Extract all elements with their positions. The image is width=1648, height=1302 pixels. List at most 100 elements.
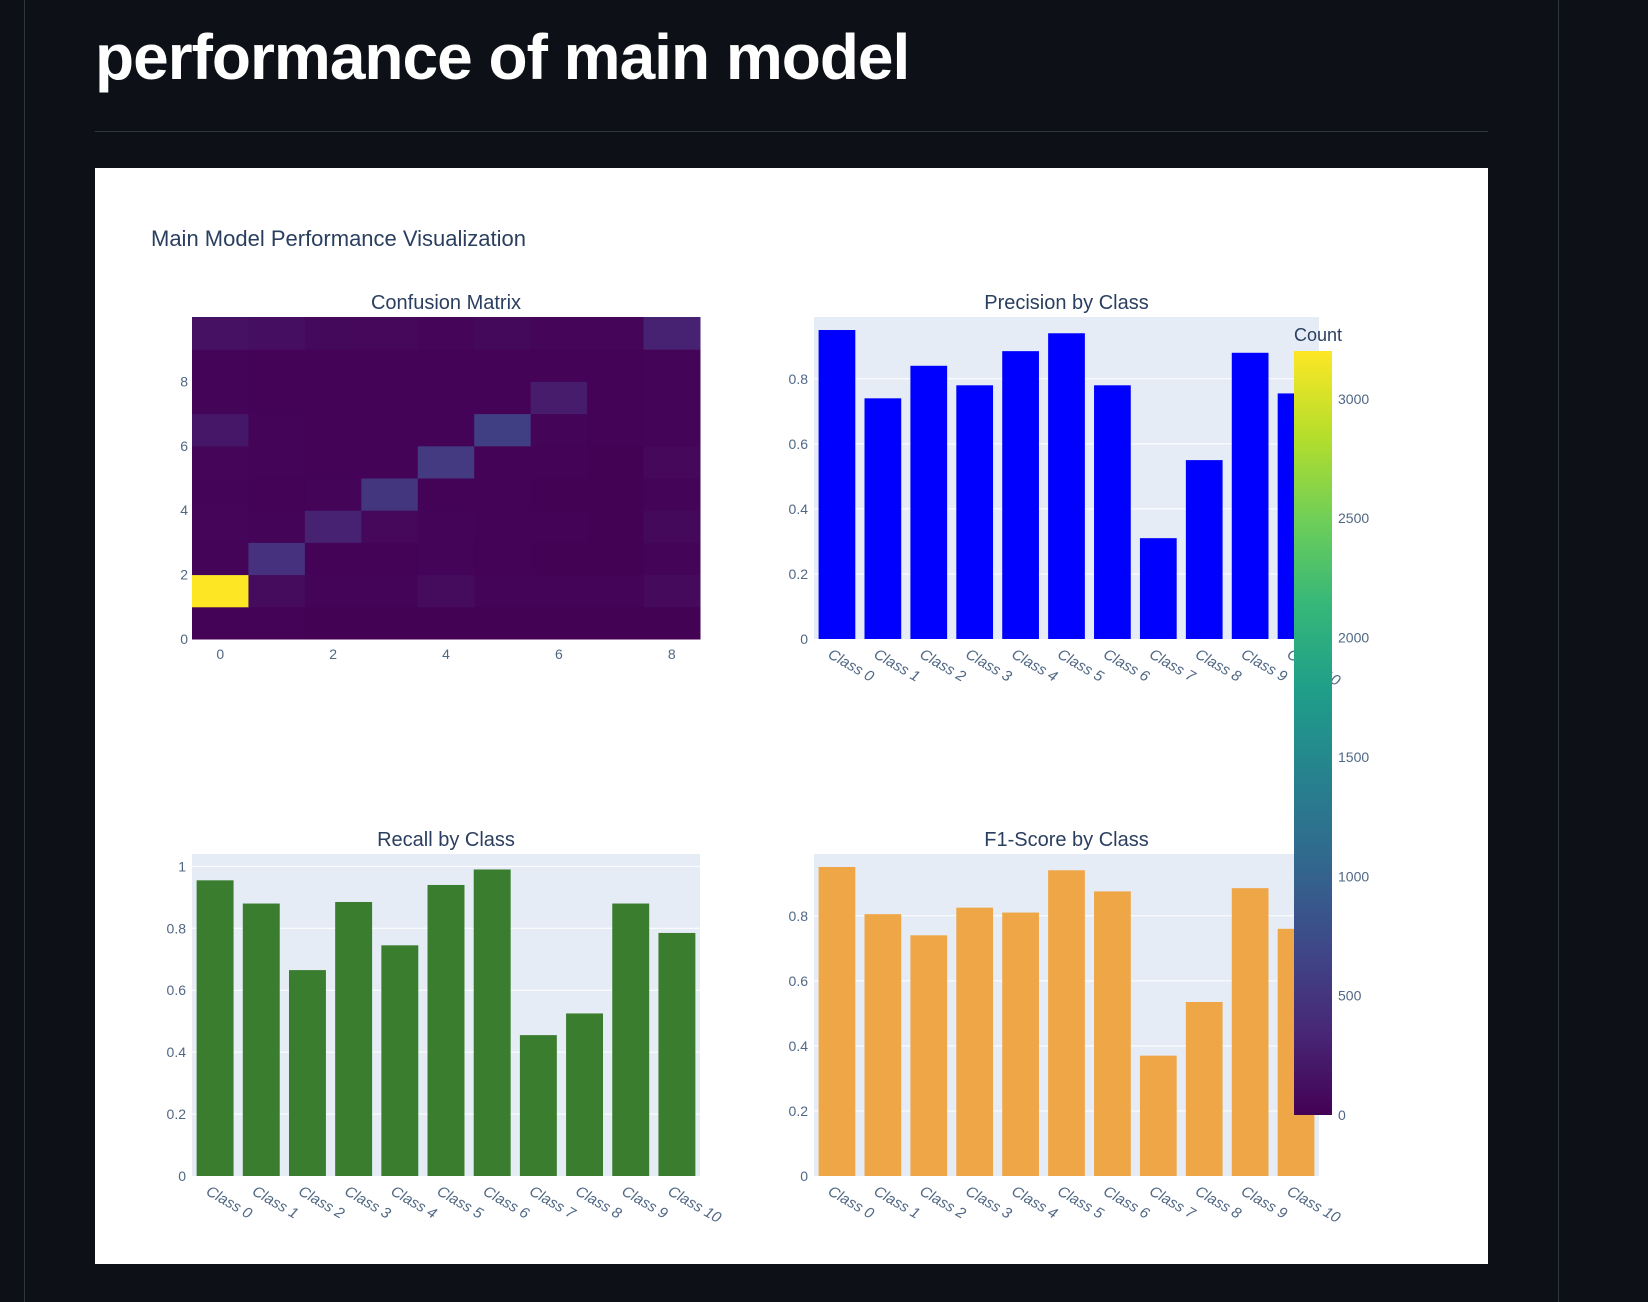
bar-precision [1185,460,1223,639]
x-category-label: Class 7 [1146,646,1198,686]
bar-recall [288,970,326,1176]
frame-border-left [24,0,25,1302]
y-tick-label: 0.6 [789,436,809,452]
heatmap-cell [474,574,532,608]
y-tick-label: 8 [180,373,188,389]
bar-f1 [1048,870,1085,1176]
bar-f1 [1094,891,1131,1176]
bar-recall [427,884,465,1176]
bar-precision [1231,352,1269,639]
heatmap-cell [361,574,419,608]
heading-divider [95,131,1488,132]
heatmap-cell [417,381,475,415]
heatmap-cell [417,510,475,543]
heatmap-cell [304,542,362,576]
y-tick-label: 0.2 [789,1103,809,1119]
heatmap-cell [248,510,306,543]
heatmap-cell [643,445,701,479]
colorbar-tick-label: 2000 [1338,630,1369,646]
heatmap-cell [643,349,701,382]
page-heading: performance of main model [95,21,910,93]
heatmap-cell [587,445,645,479]
heatmap-cell [587,510,645,543]
x-category-label: Class 1 [871,1183,923,1223]
heatmap-cell [643,510,701,543]
bar-f1 [1185,1001,1223,1176]
heatmap-cell [587,478,645,511]
colorbar-tick-label: 1500 [1338,749,1369,765]
heatmap-cell [587,317,645,350]
heatmap-cell [417,478,475,511]
x-category-label: Class 7 [1146,1183,1198,1223]
x-tick-label: 6 [555,646,563,662]
x-category-label: Class 3 [963,1183,1015,1223]
bar-recall [242,903,280,1176]
heatmap-cell [530,349,588,382]
x-category-label: Class 9 [1238,1183,1290,1223]
heatmap-cell [304,606,362,640]
heatmap-cell [361,349,419,382]
x-category-label: Class 5 [434,1183,486,1223]
heatmap-cell [304,381,362,415]
heatmap-cell [587,574,645,608]
x-category-label: Class 7 [526,1183,578,1223]
bar-precision [818,330,856,639]
y-tick-label: 0 [180,631,188,647]
x-category-label: Class 6 [1100,1183,1152,1223]
heatmap-cell [361,381,419,415]
heatmap-cell [304,478,362,511]
x-category-label: Class 1 [249,1183,301,1223]
x-category-label: Class 3 [963,646,1015,686]
heatmap-cell [474,542,532,576]
heatmap-cell [530,574,588,608]
heatmap-cell [530,413,588,447]
y-tick-label: 0.4 [789,1038,809,1054]
y-tick-label: 0.6 [789,973,809,989]
y-tick-label: 0 [800,631,808,647]
colorbar-tick-label: 0 [1338,1107,1346,1123]
y-tick-label: 2 [180,567,188,583]
heatmap-cell [192,478,249,511]
heatmap-cell [192,510,249,543]
heatmap-cell [304,574,362,608]
heatmap-cell [304,413,362,447]
y-tick-label: 0.4 [167,1044,187,1060]
heatmap-cell [587,606,645,640]
bar-recall [473,869,511,1176]
bar-f1 [818,867,856,1176]
heatmap-cell [192,542,249,576]
heatmap-cell [361,445,419,479]
heatmap-cell [474,606,532,640]
heatmap-cell [643,317,701,350]
heatmap-cell [192,606,249,640]
x-category-label: Class 2 [917,646,969,686]
heatmap-cell [530,542,588,576]
heatmap-cell [304,510,362,543]
x-category-label: Class 6 [480,1183,532,1223]
frame-border-right [1558,0,1559,1302]
bar-f1 [1002,912,1039,1176]
heatmap-cell [417,349,475,382]
heatmap-cell [361,317,419,350]
heatmap-cell [474,413,532,447]
y-tick-label: 0.4 [789,501,809,517]
heatmap-cell [248,445,306,479]
x-category-label: Class 8 [1192,646,1244,686]
heatmap-cell [304,317,362,350]
heatmap-cell [587,381,645,415]
x-category-label: Class 6 [1100,646,1152,686]
bar-recall [612,903,650,1176]
subplot-title-precision: Precision by Class [984,292,1149,314]
heatmap-cell [643,574,701,608]
heatmap-cell [192,349,249,382]
heatmap-cell [587,349,645,382]
x-tick-label: 8 [668,646,676,662]
heatmap-cell [361,478,419,511]
heatmap-cell [417,542,475,576]
x-category-label: Class 2 [917,1183,969,1223]
y-tick-label: 1 [178,858,186,874]
heatmap-cell [248,413,306,447]
x-category-label: Class 9 [1238,646,1290,686]
heatmap-cell [361,510,419,543]
heatmap-cell [192,574,249,608]
